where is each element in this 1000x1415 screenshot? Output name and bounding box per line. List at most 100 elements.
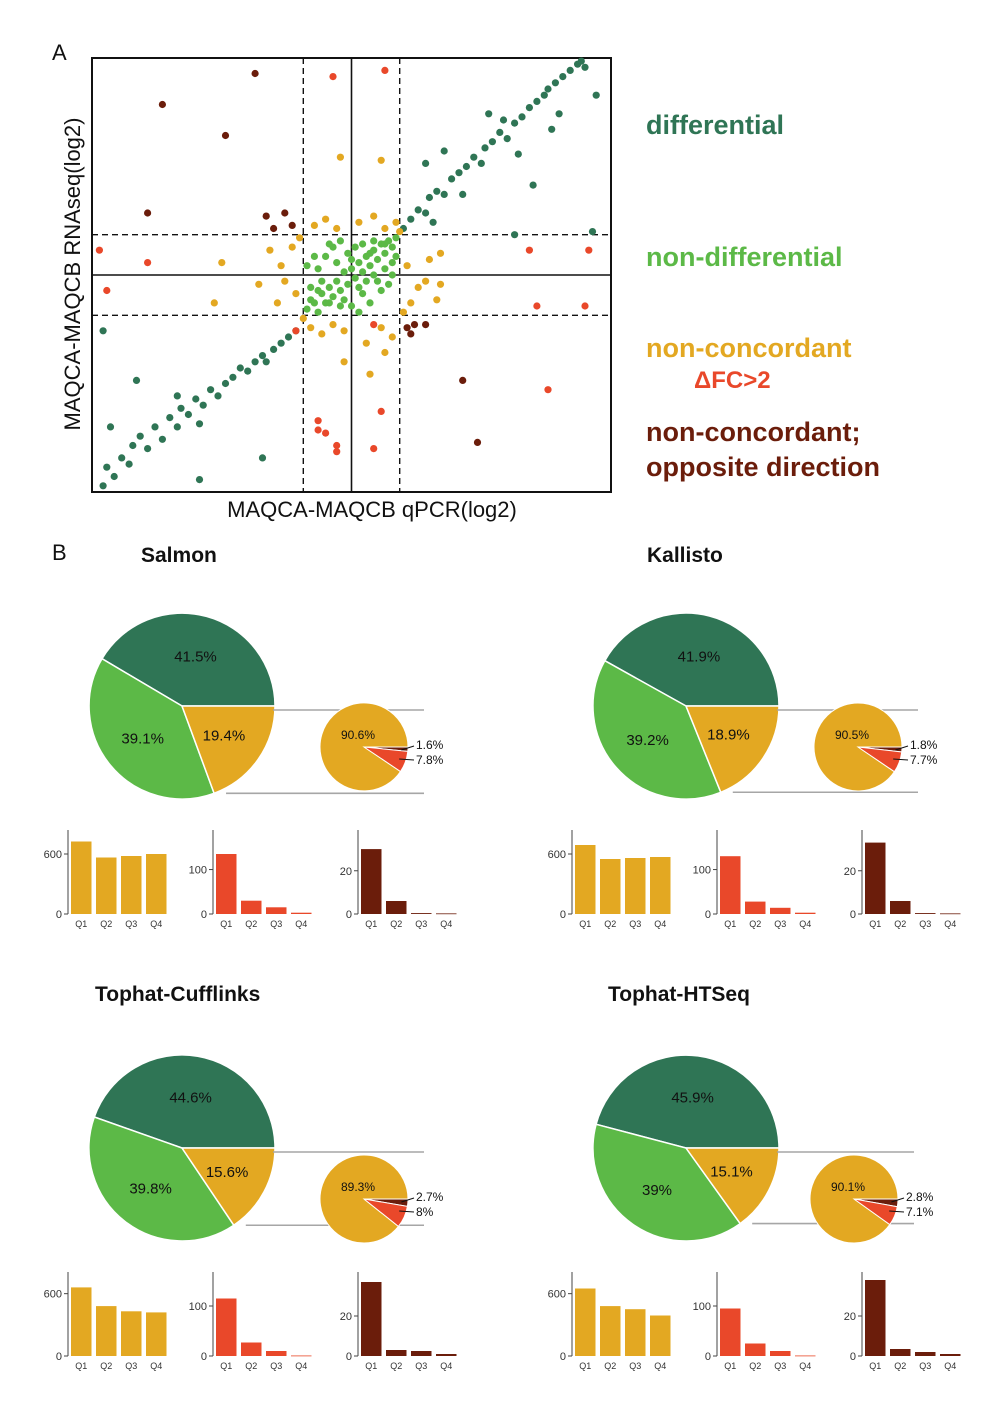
- bar-q4: [436, 913, 457, 915]
- point-differential: [433, 187, 441, 195]
- point-differential: [440, 190, 448, 198]
- point-opposite-direction: [270, 224, 278, 233]
- bar-chart-2: 0 100 Q1 Q2 Q3 Q4: [189, 830, 312, 929]
- bar-q4: [436, 1354, 457, 1356]
- point-non-differential: [329, 293, 337, 301]
- point-non-differential: [318, 277, 326, 285]
- point-differential: [99, 327, 107, 335]
- point-non-differential: [314, 286, 322, 295]
- bar-category-label: Q1: [365, 919, 377, 929]
- point-non-differential: [392, 234, 400, 242]
- bar-q4: [650, 1315, 671, 1356]
- point-non-differential: [347, 265, 356, 273]
- point-differential: [503, 135, 511, 143]
- point-non-differential: [325, 299, 333, 307]
- bar-category-label: Q3: [774, 1361, 786, 1371]
- point-differential: [277, 339, 285, 347]
- bar-category-label: Q1: [724, 919, 736, 929]
- sub-pie-slice-fc-2: [853, 1198, 898, 1226]
- bar-q4: [650, 857, 671, 914]
- point-non-differential: [310, 252, 318, 260]
- point-differential: [544, 85, 552, 93]
- pie-label-differential: 41.5%: [174, 649, 217, 666]
- point-differential: [462, 162, 470, 171]
- bar-q1: [71, 1287, 92, 1356]
- bar-category-label: Q4: [295, 919, 307, 929]
- point-opposite-direction: [158, 100, 166, 109]
- sub-pie-label-opposite-direction: 1.8%: [910, 738, 938, 752]
- point-non-concordant: [377, 156, 385, 164]
- method-salmon: Salmon 41.5% 39.1% 19.4% 90.6% 1.6%7.8% 0 600 Q…: [44, 544, 457, 929]
- pie-slice-differential: [603, 612, 780, 707]
- point-differential: [455, 169, 463, 177]
- bar-category-label: Q1: [220, 919, 232, 929]
- bar-category-label: Q1: [75, 1361, 87, 1371]
- point-opposite-direction: [262, 212, 270, 220]
- bar-chart-2: 0 100 Q1 Q2 Q3 Q4: [693, 830, 816, 929]
- point-fc-2: [322, 429, 330, 437]
- point-differential: [518, 113, 526, 121]
- sub-pie: 90.1% 2.8%7.1%: [809, 1154, 934, 1244]
- point-differential: [199, 401, 207, 409]
- point-non-differential: [347, 255, 356, 264]
- bar-category-label: Q1: [579, 919, 591, 929]
- point-non-concordant: [292, 290, 300, 298]
- method-title: Tophat-HTSeq: [608, 983, 750, 1006]
- point-non-concordant: [433, 296, 441, 304]
- bar-q3: [266, 1351, 287, 1356]
- bar-category-label: Q2: [245, 919, 257, 929]
- bar-category-label: Q1: [220, 1361, 232, 1371]
- legend-delta-fc: ΔFC>2: [694, 367, 771, 394]
- bar-category-label: Q2: [894, 919, 906, 929]
- point-differential: [270, 345, 278, 353]
- bar-q3: [121, 856, 142, 914]
- sub-pie-slice-fc-2: [857, 746, 903, 773]
- bar-category-label: Q2: [100, 1361, 112, 1371]
- point-non-differential: [351, 274, 359, 282]
- point-differential: [214, 392, 222, 400]
- bar-y-tick-label: 20: [844, 866, 856, 878]
- point-non-concordant: [396, 228, 404, 236]
- point-fc-2: [333, 441, 341, 450]
- method-title: Tophat-Cufflinks: [95, 983, 260, 1006]
- bar-category-label: Q2: [604, 1361, 616, 1371]
- bar-q3: [411, 1351, 432, 1356]
- bar-category-label: Q4: [654, 919, 666, 929]
- point-non-differential: [307, 296, 315, 304]
- point-non-concordant: [362, 339, 370, 347]
- bar-chart-1: 0 600 Q1 Q2 Q3 Q4: [548, 830, 671, 929]
- point-fc-2: [377, 407, 385, 415]
- bar-q1: [361, 1282, 382, 1356]
- point-differential: [125, 460, 133, 468]
- sub-pie-leader: [399, 1210, 415, 1213]
- scatter-legend: differential non-differential non-concor…: [646, 110, 880, 482]
- bar-q4: [940, 913, 961, 915]
- bar-q1: [216, 1298, 237, 1356]
- bar-y-tick-label: 0: [560, 1351, 566, 1363]
- point-differential: [422, 159, 430, 167]
- bar-q3: [121, 1311, 142, 1356]
- bar-y-tick-label: 100: [189, 865, 207, 877]
- bar-category-label: Q4: [654, 1361, 666, 1371]
- bar-y-tick-label: 20: [340, 1311, 352, 1323]
- point-non-concordant: [340, 327, 348, 335]
- point-differential: [459, 190, 467, 198]
- bar-y-tick-label: 600: [548, 1289, 566, 1301]
- point-non-differential: [336, 302, 344, 310]
- bar-y-tick-label: 0: [705, 909, 711, 921]
- bar-category-label: Q2: [749, 919, 761, 929]
- bar-q3: [770, 907, 791, 914]
- point-non-concordant: [288, 243, 296, 251]
- bar-q1: [216, 854, 237, 914]
- point-non-differential: [388, 259, 396, 267]
- bar-q2: [386, 1350, 407, 1356]
- point-differential: [244, 367, 252, 375]
- point-differential: [118, 454, 126, 462]
- bar-q2: [745, 901, 766, 914]
- bar-y-tick-label: 0: [56, 1351, 62, 1363]
- sub-pie-slice-fc-2: [363, 746, 409, 773]
- bar-category-label: Q4: [440, 1361, 452, 1371]
- main-pie: 41.9% 39.2% 18.9%: [592, 612, 780, 800]
- point-differential: [485, 110, 493, 118]
